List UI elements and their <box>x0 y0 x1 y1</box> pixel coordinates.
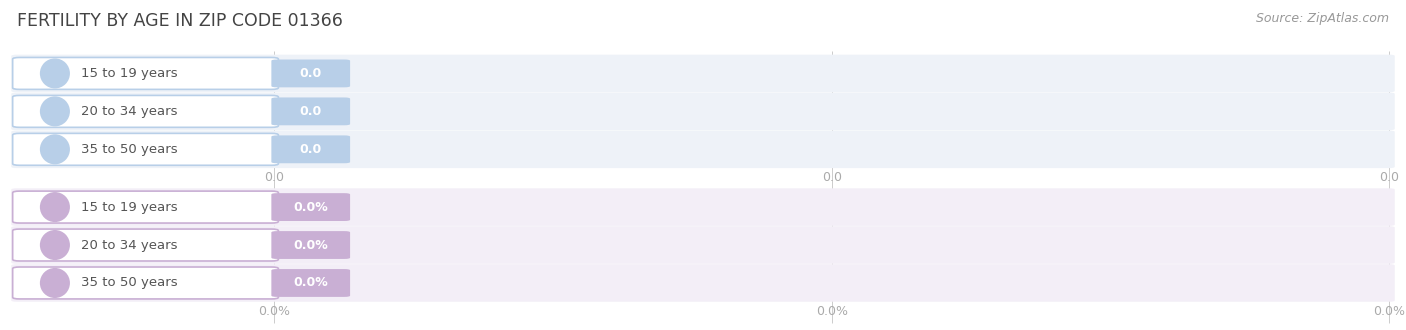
FancyBboxPatch shape <box>11 188 1395 226</box>
Text: 15 to 19 years: 15 to 19 years <box>82 67 177 80</box>
Text: 35 to 50 years: 35 to 50 years <box>82 277 177 289</box>
FancyBboxPatch shape <box>11 93 1395 130</box>
FancyBboxPatch shape <box>271 269 350 297</box>
FancyBboxPatch shape <box>11 131 1395 168</box>
FancyBboxPatch shape <box>11 55 1395 92</box>
Text: 20 to 34 years: 20 to 34 years <box>82 239 177 251</box>
Ellipse shape <box>39 96 70 126</box>
Text: 0.0: 0.0 <box>1379 171 1399 184</box>
Text: 0.0: 0.0 <box>299 67 322 80</box>
Ellipse shape <box>39 268 70 298</box>
FancyBboxPatch shape <box>271 135 350 163</box>
Ellipse shape <box>39 134 70 164</box>
Text: 0.0: 0.0 <box>299 143 322 156</box>
FancyBboxPatch shape <box>11 264 1395 302</box>
Text: 0.0%: 0.0% <box>294 201 328 214</box>
Ellipse shape <box>39 58 70 88</box>
FancyBboxPatch shape <box>271 59 350 87</box>
FancyBboxPatch shape <box>11 226 1395 264</box>
FancyBboxPatch shape <box>13 133 278 165</box>
FancyBboxPatch shape <box>13 95 278 127</box>
Text: 0.0%: 0.0% <box>815 305 848 317</box>
FancyBboxPatch shape <box>271 193 350 221</box>
FancyBboxPatch shape <box>13 57 278 89</box>
FancyBboxPatch shape <box>271 97 350 125</box>
Ellipse shape <box>39 192 70 222</box>
Text: 0.0: 0.0 <box>299 105 322 118</box>
Text: 0.0%: 0.0% <box>294 239 328 251</box>
Text: 0.0: 0.0 <box>264 171 284 184</box>
Ellipse shape <box>39 230 70 260</box>
Text: Source: ZipAtlas.com: Source: ZipAtlas.com <box>1256 12 1389 24</box>
FancyBboxPatch shape <box>271 231 350 259</box>
Text: FERTILITY BY AGE IN ZIP CODE 01366: FERTILITY BY AGE IN ZIP CODE 01366 <box>17 12 343 30</box>
FancyBboxPatch shape <box>13 229 278 261</box>
Text: 20 to 34 years: 20 to 34 years <box>82 105 177 118</box>
FancyBboxPatch shape <box>13 191 278 223</box>
Text: 0.0: 0.0 <box>821 171 842 184</box>
FancyBboxPatch shape <box>13 267 278 299</box>
Text: 0.0%: 0.0% <box>294 277 328 289</box>
Text: 35 to 50 years: 35 to 50 years <box>82 143 177 156</box>
Text: 0.0%: 0.0% <box>1374 305 1405 317</box>
Text: 15 to 19 years: 15 to 19 years <box>82 201 177 214</box>
Text: 0.0%: 0.0% <box>259 305 290 317</box>
